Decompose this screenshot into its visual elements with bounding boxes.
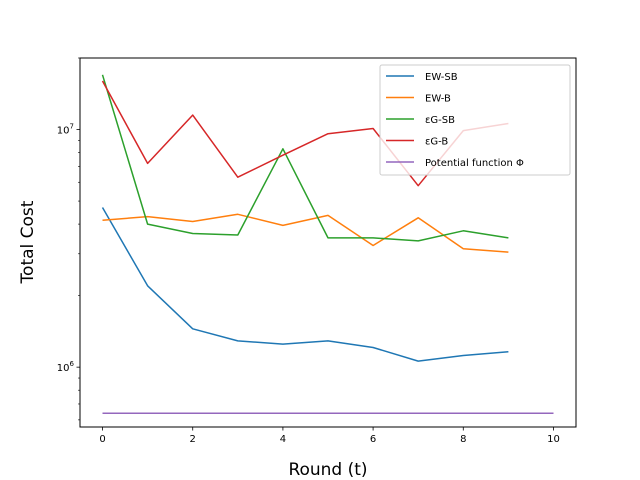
plot-frame xyxy=(79,57,577,428)
legend-label-3: εG-B xyxy=(425,137,448,148)
series-line-0 xyxy=(101,207,509,362)
y-axis-title: Total Cost xyxy=(18,200,38,284)
x-axis: 0 2 4 6 8 10 xyxy=(99,427,560,445)
legend: EW-SB EW-B εG-SB εG-B Potential function Φ xyxy=(379,64,571,176)
series-line-2 xyxy=(101,74,509,242)
y-tick-label: 107 xyxy=(57,123,74,137)
x-tick-label: 10 xyxy=(547,434,560,445)
legend-label-0: EW-SB xyxy=(425,72,458,83)
x-tick-label: 6 xyxy=(370,434,376,445)
x-tick-label: 0 xyxy=(99,434,105,445)
x-tick-label: 8 xyxy=(460,434,466,445)
x-tick-label: 4 xyxy=(280,434,286,445)
legend-label-1: EW-B xyxy=(425,94,451,105)
series-line-1 xyxy=(102,213,509,253)
legend-box xyxy=(379,64,571,176)
y-axis: 106 107 xyxy=(57,57,80,421)
x-tick-label: 2 xyxy=(190,434,196,445)
legend-label-4: Potential function Φ xyxy=(425,158,524,169)
series-layer xyxy=(101,74,554,414)
y-tick-label: 106 xyxy=(57,360,75,374)
legend-label-2: εG-SB xyxy=(425,115,455,126)
x-axis-title: Round (t) xyxy=(288,460,367,480)
